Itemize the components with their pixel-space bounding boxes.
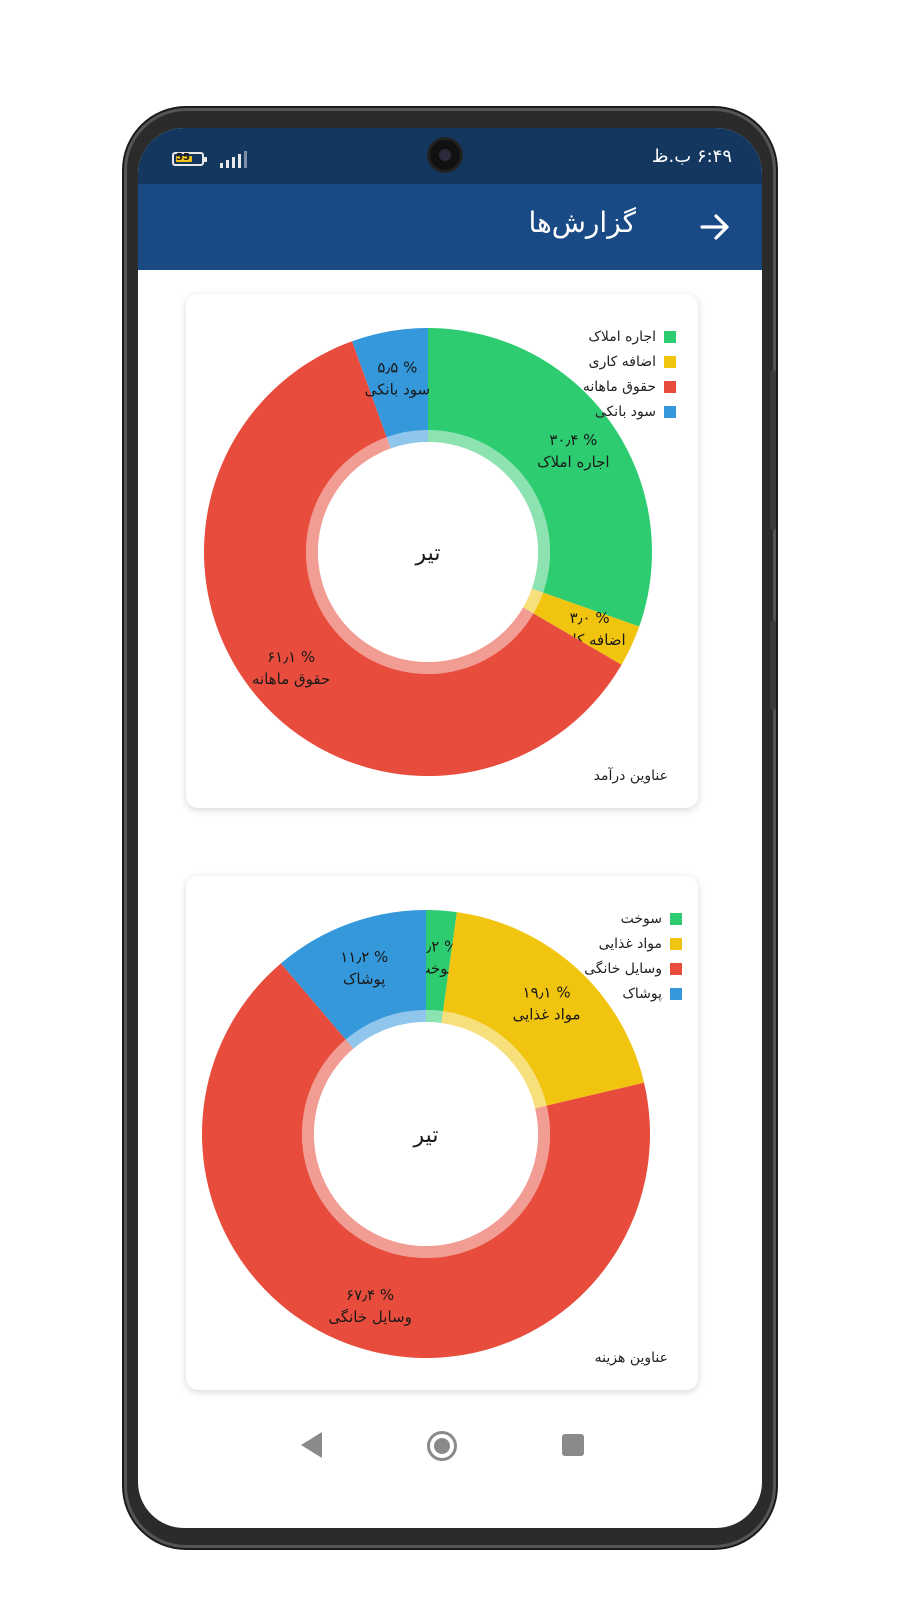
nav-recent-apps-icon[interactable]: [562, 1434, 584, 1456]
slice-percent-label: ۶۱٫۱ %: [267, 648, 315, 666]
battery-icon: 55: [172, 152, 207, 166]
income-pie-chart[interactable]: ۳۰٫۴ % اجاره املاک ۳٫۰ % اضافه کاری ۶۱٫۱ % حق…: [186, 294, 698, 808]
donut-center-label: تیر: [415, 541, 441, 566]
legend-item: اجاره املاک: [583, 324, 676, 349]
slice-percent-label: ۱۱٫۲ %: [340, 948, 388, 966]
income-chart-card: ۳۰٫۴ % اجاره املاک ۳٫۰ % اضافه کاری ۶۱٫۱ % حق…: [186, 294, 698, 808]
pie-slice-inner-band: [428, 430, 550, 593]
volume-button: [770, 370, 776, 530]
front-camera: [430, 140, 460, 170]
legend-swatch: [670, 962, 682, 975]
page-title: گزارش‌ها: [528, 206, 636, 239]
pie-slice[interactable]: [352, 328, 428, 438]
chart-title: عناوین درآمد: [593, 768, 668, 784]
signal-icon: [220, 150, 247, 168]
expense-chart-legend: سوخت مواد غذایی وسایل خانگی پوشاک: [584, 906, 682, 1006]
phone-screen: 55 ۶:۴۹ ب.ظ گزارش‌ها ۳۰٫۴ % اجاره املاک ۳٫…: [138, 128, 762, 1528]
nav-home-icon[interactable]: [426, 1430, 458, 1462]
legend-item: سود بانکی: [583, 399, 676, 424]
pie-slice-inner-band: [441, 1011, 547, 1109]
slice-percent-label: ۵٫۵ %: [377, 359, 417, 377]
legend-swatch: [664, 405, 676, 418]
status-bar: 55 ۶:۴۹ ب.ظ: [138, 128, 762, 184]
pie-slice[interactable]: [201, 963, 650, 1358]
legend-swatch: [670, 937, 682, 950]
pie-slice[interactable]: [428, 328, 653, 627]
legend-item: سوخت: [584, 906, 682, 931]
legend-swatch: [664, 380, 676, 393]
income-chart-legend: اجاره املاک اضافه کاری حقوق ماهانه سود ب…: [583, 324, 676, 424]
navigation-bar: [138, 1418, 762, 1478]
expense-pie-chart[interactable]: ۲٫۲ % سوخت ۱۹٫۱ % مواد غذایی ۶۷٫۴ % وسایل خان…: [186, 876, 698, 1390]
slice-name-label: اجاره املاک: [537, 453, 609, 471]
slice-name-label: سود بانکی: [365, 381, 430, 399]
donut-center: [314, 1022, 538, 1246]
pie-slice[interactable]: [280, 910, 426, 1040]
pie-slice-inner-band: [386, 430, 428, 449]
slice-percent-label: ۶۷٫۴ %: [346, 1286, 394, 1304]
pie-slice-inner-band: [523, 588, 544, 614]
legend-item: وسایل خانگی: [584, 956, 682, 981]
slice-name-label: مواد غذایی: [513, 1006, 581, 1024]
nav-back-icon[interactable]: [298, 1430, 324, 1460]
pie-slice-inner-band: [302, 1039, 550, 1258]
pie-slice[interactable]: [426, 910, 457, 1012]
battery-level: 55: [176, 152, 190, 163]
power-button: [770, 620, 776, 710]
pie-slice-inner-band: [345, 1010, 426, 1049]
slice-name-label: پوشاک: [343, 970, 386, 989]
slice-percent-label: ۳٫۰ %: [570, 609, 610, 627]
slice-name-label: حقوق ماهانه: [252, 670, 330, 688]
pie-slice[interactable]: [443, 912, 645, 1106]
donut-center-label: تیر: [413, 1123, 439, 1148]
slice-percent-label: ۳۰٫۴ %: [549, 431, 597, 449]
legend-item: مواد غذایی: [584, 931, 682, 956]
back-arrow-icon[interactable]: [698, 210, 732, 244]
pie-slice[interactable]: [204, 341, 622, 776]
pie-slice[interactable]: [533, 592, 640, 665]
legend-swatch: [670, 912, 682, 925]
legend-swatch: [670, 987, 682, 1000]
expense-chart-card: ۲٫۲ % سوخت ۱۹٫۱ % مواد غذایی ۶۷٫۴ % وسایل خان…: [186, 876, 698, 1390]
chart-title: عناوین هزینه: [594, 1350, 668, 1366]
slice-name-label: وسایل خانگی: [328, 1308, 412, 1326]
status-time: ۶:۴۹ ب.ظ: [651, 146, 732, 167]
donut-center: [318, 442, 538, 662]
slice-percent-label: ۱۹٫۱ %: [523, 984, 571, 1002]
legend-item: حقوق ماهانه: [583, 374, 676, 399]
legend-swatch: [664, 355, 676, 368]
legend-item: اضافه کاری: [583, 349, 676, 374]
legend-swatch: [664, 330, 676, 343]
slice-percent-label: ۲٫۲ %: [418, 937, 458, 955]
app-bar: گزارش‌ها: [138, 184, 762, 270]
pie-slice-inner-band: [426, 1010, 444, 1024]
legend-item: پوشاک: [584, 981, 682, 1006]
